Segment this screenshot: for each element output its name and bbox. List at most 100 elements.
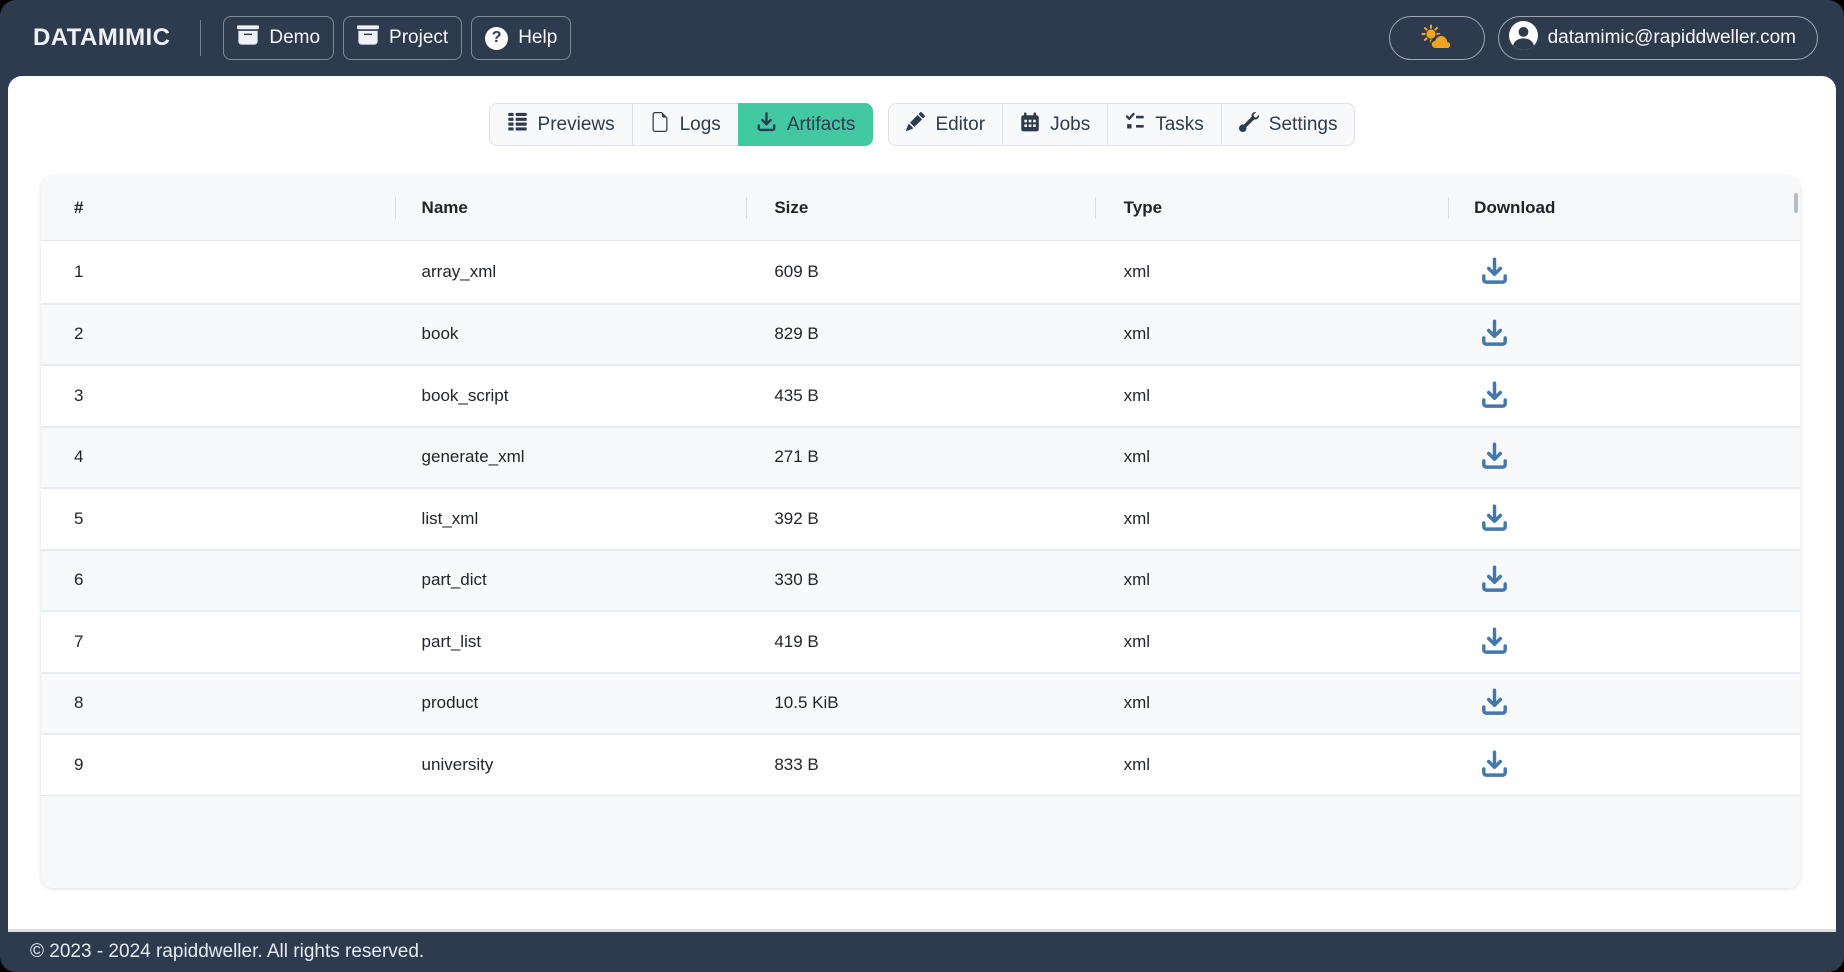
user-email: datamimic@rapiddweller.com — [1547, 27, 1796, 48]
artifact-name: book — [421, 324, 459, 344]
artifact-type: xml — [1123, 447, 1151, 467]
calendar-icon — [1020, 112, 1040, 138]
table-row: 2 book 829 B xml — [41, 302, 1800, 364]
artifact-name: part_list — [421, 631, 482, 651]
download-icon — [1478, 256, 1511, 288]
table-row: 6 part_dict 330 B xml — [41, 548, 1800, 610]
tab-editor[interactable]: Editor — [888, 103, 1004, 146]
project-button[interactable]: Project — [343, 16, 463, 60]
brand-logo: DATAMIMIC — [33, 24, 171, 51]
download-icon — [1478, 564, 1511, 596]
artifact-size: 609 B — [774, 261, 819, 281]
download-button[interactable] — [1474, 685, 1515, 721]
archive-icon — [237, 24, 260, 52]
row-index: 5 — [74, 508, 84, 528]
download-icon — [756, 111, 777, 138]
artifact-name: list_xml — [421, 508, 479, 528]
tab-artifacts-label: Artifacts — [786, 113, 856, 135]
table-header-row: # Name Size Type Download — [41, 176, 1800, 240]
file-icon — [650, 111, 670, 138]
list-icon — [507, 111, 528, 138]
pencil-icon — [906, 111, 926, 137]
download-button[interactable] — [1474, 747, 1515, 783]
artifact-type: xml — [1123, 693, 1151, 713]
tab-settings-label: Settings — [1268, 113, 1338, 135]
artifact-name: product — [421, 693, 479, 713]
download-button[interactable] — [1474, 316, 1515, 352]
tab-previews[interactable]: Previews — [488, 103, 633, 146]
scrollbar-thumb[interactable] — [1794, 193, 1798, 213]
row-index: 6 — [74, 570, 84, 590]
view-tabbar: Previews Logs Arti — [8, 103, 1836, 146]
tab-jobs[interactable]: Jobs — [1002, 103, 1109, 146]
tab-settings[interactable]: Settings — [1220, 103, 1356, 146]
table-row: 3 book_script 435 B xml — [41, 364, 1800, 426]
artifact-type: xml — [1123, 570, 1151, 590]
artifact-name: part_dict — [421, 570, 487, 590]
row-index: 8 — [74, 693, 84, 713]
table-row: 8 product 10.5 KiB xml — [41, 671, 1800, 733]
top-navbar: DATAMIMIC Demo Project ? Help — [0, 0, 1844, 76]
column-header-index: # — [74, 198, 84, 217]
table-row: 9 university 833 B xml — [41, 733, 1800, 795]
download-icon — [1478, 441, 1511, 473]
tab-jobs-label: Jobs — [1050, 113, 1091, 135]
tab-tasks-label: Tasks — [1155, 113, 1204, 135]
main-panel: Previews Logs Arti — [8, 76, 1836, 932]
download-button[interactable] — [1474, 624, 1515, 660]
artifact-type: xml — [1123, 324, 1151, 344]
artifact-size: 833 B — [774, 754, 819, 774]
artifact-size: 829 B — [774, 324, 819, 344]
row-index: 3 — [74, 385, 84, 405]
table-row: 1 array_xml 609 B xml — [41, 241, 1800, 303]
download-button[interactable] — [1474, 562, 1515, 598]
artifact-name: array_xml — [421, 261, 497, 281]
download-button[interactable] — [1474, 501, 1515, 537]
artifact-size: 419 B — [774, 631, 819, 651]
content-wrap: Previews Logs Arti — [0, 76, 1844, 932]
row-index: 1 — [74, 261, 84, 281]
user-account-button[interactable]: datamimic@rapiddweller.com — [1497, 16, 1818, 60]
help-button[interactable]: ? Help — [471, 16, 572, 60]
artifacts-table-card: # Name Size Type Download 1 array_xml 60… — [41, 176, 1800, 888]
person-circle-icon — [1508, 20, 1538, 56]
row-index: 9 — [74, 754, 84, 774]
tab-group-left: Previews Logs Arti — [488, 103, 874, 146]
demo-button-label: Demo — [269, 27, 321, 48]
column-header-download: Download — [1448, 176, 1800, 240]
artifact-type: xml — [1123, 385, 1151, 405]
download-icon — [1478, 687, 1511, 719]
download-button[interactable] — [1474, 254, 1515, 290]
artifact-size: 392 B — [774, 508, 819, 528]
wrench-icon — [1238, 111, 1259, 138]
table-row: 4 generate_xml 271 B xml — [41, 425, 1800, 487]
artifact-type: xml — [1123, 631, 1151, 651]
archive-icon — [357, 24, 380, 52]
artifact-type: xml — [1123, 508, 1151, 528]
navbar-divider — [200, 20, 202, 56]
artifact-name: university — [421, 754, 494, 774]
theme-toggle-button[interactable] — [1388, 16, 1485, 60]
help-button-label: Help — [518, 27, 558, 48]
column-header-type: Type — [1095, 176, 1449, 240]
demo-button[interactable]: Demo — [223, 16, 335, 60]
project-button-label: Project — [389, 27, 449, 48]
download-icon — [1478, 749, 1511, 781]
tab-editor-label: Editor — [935, 113, 986, 135]
row-index: 7 — [74, 631, 84, 651]
download-button[interactable] — [1474, 439, 1515, 475]
tab-logs-label: Logs — [679, 113, 721, 135]
download-icon — [1478, 380, 1511, 412]
artifact-type: xml — [1123, 754, 1151, 774]
row-index: 4 — [74, 447, 84, 467]
table-body: 1 array_xml 609 B xml 2 book 829 B xml — [41, 240, 1800, 796]
tab-logs[interactable]: Logs — [631, 103, 739, 146]
artifact-size: 10.5 KiB — [774, 693, 839, 713]
artifact-size: 435 B — [774, 385, 819, 405]
download-button[interactable] — [1474, 378, 1515, 414]
tab-previews-label: Previews — [537, 113, 615, 135]
tab-artifacts[interactable]: Artifacts — [737, 103, 874, 146]
table-row: 5 list_xml 392 B xml — [41, 487, 1800, 549]
tab-tasks[interactable]: Tasks — [1107, 103, 1222, 146]
download-icon — [1478, 503, 1511, 535]
